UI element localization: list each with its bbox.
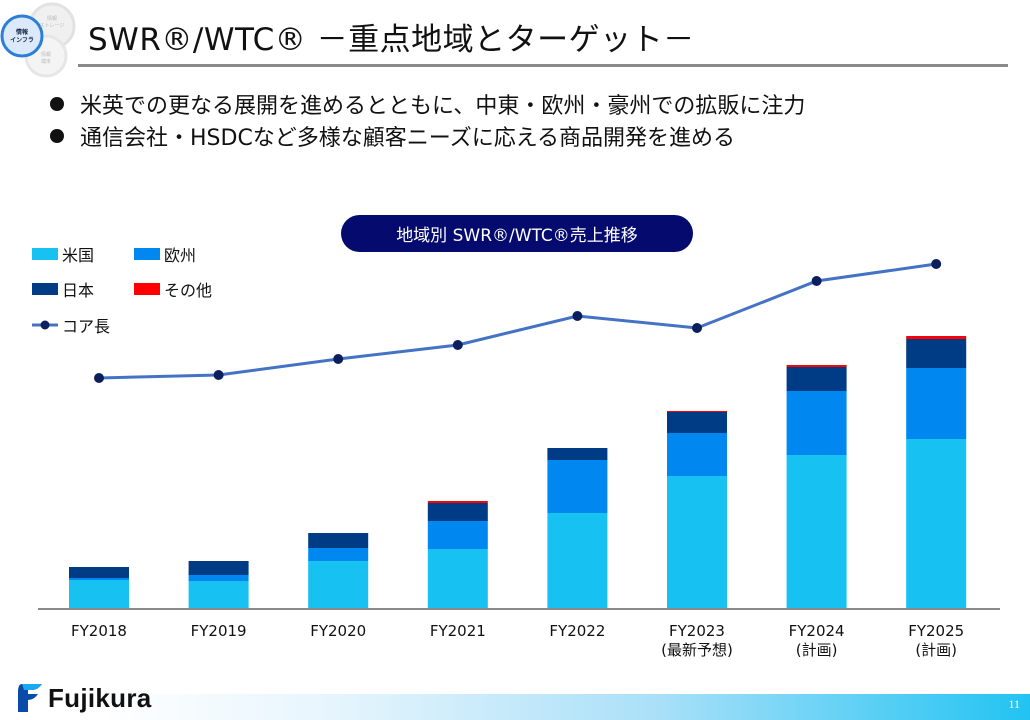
x-tick-label: FY2022 <box>549 622 605 640</box>
logo-label-terminal-2: 端末 <box>41 58 51 65</box>
x-tick-sublabel: (最新予想) <box>661 641 733 659</box>
bar-segment-europe-fy2020 <box>308 548 369 561</box>
logo-label-storage-2: ストレージ <box>40 23 65 29</box>
core-length-point-fy2025 <box>931 259 942 269</box>
legend-item-other: その他 <box>134 277 212 301</box>
core-length-point-fy2024 <box>811 276 822 286</box>
bar-segment-us-fy2020 <box>308 561 369 609</box>
core-length-point-fy2020 <box>333 354 344 364</box>
x-tick-label: FY2023 <box>669 622 725 640</box>
legend-line-marker-icon <box>32 320 58 330</box>
bar-segment-europe-fy2023 <box>667 433 727 476</box>
legend-item-europe: 欧州 <box>134 242 196 266</box>
brand-name: Fujikura <box>48 682 152 713</box>
legend-item-core-length: コア長 <box>32 313 110 337</box>
bar-segment-other-fy2025 <box>906 336 967 339</box>
legend-label-us: 米国 <box>62 246 95 265</box>
chart-title-pill: 地域別 SWR®/WTC®売上推移 <box>341 215 693 252</box>
fujikura-f-icon <box>18 684 42 712</box>
footer-band <box>100 694 1030 720</box>
x-tick-label: FY2024 <box>789 622 845 640</box>
bar-segment-europe-fy2018 <box>69 578 129 580</box>
bar-segment-europe-fy2019 <box>188 575 249 581</box>
legend-label-other: その他 <box>164 281 213 300</box>
bar-segment-us-fy2018 <box>69 580 129 609</box>
line-group <box>94 259 942 383</box>
bar-segment-japan-fy2019 <box>188 561 249 575</box>
legend-swatch-other <box>134 283 160 295</box>
bar-segment-japan-fy2022 <box>547 448 608 460</box>
bullet-item: 通信会社・HSDCなど多様な顧客ニーズに応える商品開発を進める <box>44 120 805 152</box>
legend-swatch-japan <box>32 283 58 295</box>
legend-swatch-us <box>32 248 58 260</box>
bar-segment-europe-fy2022 <box>547 460 608 513</box>
core-length-point-fy2019 <box>213 370 224 380</box>
bar-segment-us-fy2023 <box>667 476 727 609</box>
bar-segment-europe-fy2021 <box>427 521 488 549</box>
bullet-item: 米英での更なる展開を進めるとともに、中東・欧州・豪州での拡販に注力 <box>44 88 805 120</box>
bar-segment-japan-fy2018 <box>69 567 129 578</box>
sales-chart: FY2018 FY2019 FY2020 FY2021 FY2022 FY2023(最新予… <box>38 259 1000 659</box>
page-title: SWR®/WTC® －重点地域とターゲット－ <box>88 22 695 58</box>
bar-segment-us-fy2024 <box>786 455 847 609</box>
logo-label-infra: 情報 <box>16 28 29 36</box>
x-tick-labels: FY2018 FY2019 FY2020 FY2021 FY2022 FY2023(最新予… <box>71 622 964 659</box>
logo-label-storage: 情報 <box>47 15 57 22</box>
bullet-list: 米英での更なる展開を進めるとともに、中東・欧州・豪州での拡販に注力 通信会社・H… <box>44 88 805 152</box>
bar-segment-japan-fy2024 <box>786 367 847 391</box>
core-length-point-fy2022 <box>572 311 583 321</box>
core-length-line <box>98 262 937 380</box>
x-tick-label: FY2018 <box>71 622 127 640</box>
x-tick-label: FY2019 <box>191 622 247 640</box>
bar-segment-europe-fy2024 <box>786 391 847 455</box>
title-divider <box>78 64 1008 67</box>
bullet-dot-icon <box>50 129 64 143</box>
bar-segment-us-fy2025 <box>906 439 967 609</box>
bar-group <box>69 336 967 609</box>
bullet-text: 米英での更なる展開を進めるとともに、中東・欧州・豪州での拡販に注力 <box>80 94 806 119</box>
bar-segment-japan-fy2025 <box>906 339 967 368</box>
bar-segment-japan-fy2020 <box>308 533 369 548</box>
logo-label-terminal: 情報 <box>41 51 51 58</box>
logo-circle-infra <box>0 14 44 58</box>
x-tick-label: FY2025 <box>908 622 964 640</box>
legend-item-us: 米国 <box>32 242 94 266</box>
bar-segment-us-fy2019 <box>188 581 249 609</box>
legend-label-japan: 日本 <box>62 281 95 300</box>
x-tick-label: FY2020 <box>310 622 366 640</box>
page-number: 11 <box>1008 697 1020 711</box>
bar-segment-japan-fy2021 <box>427 503 488 521</box>
core-length-point-fy2023 <box>692 323 702 333</box>
x-tick-sublabel: (計画) <box>915 641 957 659</box>
x-tick-sublabel: (計画) <box>796 641 838 659</box>
bullet-text: 通信会社・HSDCなど多様な顧客ニーズに応える商品開発を進める <box>80 126 736 151</box>
legend-swatch-europe <box>134 248 160 260</box>
bar-segment-other-fy2024 <box>786 365 847 367</box>
logo-label-infra-2: インフラ <box>10 37 34 44</box>
bar-segment-us-fy2022 <box>547 513 608 609</box>
bar-segment-other-fy2023 <box>667 411 727 412</box>
legend-item-japan: 日本 <box>32 277 94 301</box>
legend-label-europe: 欧州 <box>164 246 197 265</box>
bullet-dot-icon <box>50 97 64 111</box>
bar-segment-other-fy2021 <box>427 501 488 503</box>
brand-logo: Fujikura <box>14 682 152 714</box>
core-length-point-fy2018 <box>94 373 104 383</box>
bar-segment-europe-fy2025 <box>906 368 967 439</box>
bar-segment-us-fy2021 <box>427 549 488 609</box>
bar-segment-japan-fy2023 <box>667 412 727 433</box>
section-logo: 情報 インフラ 情報 ストレージ 情報 端末 <box>0 2 76 78</box>
x-tick-label: FY2021 <box>430 622 486 640</box>
legend-label-core-length: コア長 <box>62 317 111 336</box>
core-length-point-fy2021 <box>452 340 463 350</box>
